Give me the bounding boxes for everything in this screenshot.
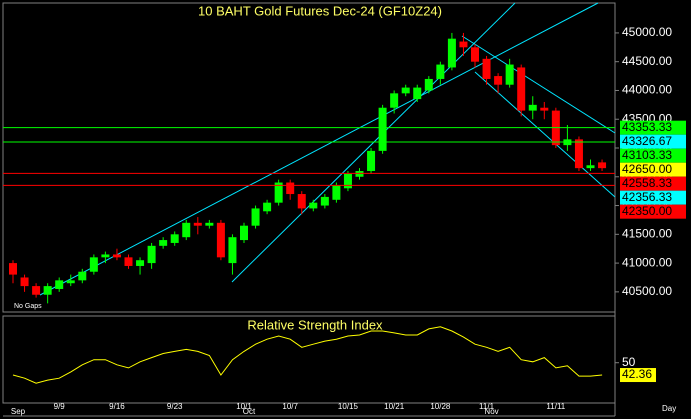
candle-body [205, 222, 214, 226]
candle-body [251, 208, 260, 226]
candle-body [390, 93, 399, 108]
price-level-label: 42356.33 [622, 190, 672, 204]
candle-body [343, 173, 352, 189]
candle-body [147, 245, 156, 264]
y-tick-label: 44000.00 [622, 83, 672, 97]
x-tick-label: 9/9 [54, 402, 66, 411]
candle-body [574, 139, 583, 169]
candle-body [332, 185, 341, 200]
candle-body [43, 286, 52, 295]
candle-body [20, 277, 29, 287]
price-level-box [620, 204, 686, 219]
candle-body [170, 234, 179, 243]
candle-body [505, 64, 514, 85]
candle-body [9, 263, 17, 275]
month-label: Nov [484, 407, 498, 416]
candle-body [517, 67, 526, 111]
x-tick-label: 10/15 [338, 402, 359, 411]
candle-body [66, 280, 75, 284]
rsi-value-label: 42.36 [622, 367, 652, 381]
candle-body [159, 240, 168, 246]
x-tick-label: 10/28 [430, 402, 451, 411]
candle-body [297, 194, 306, 209]
candle-body [124, 257, 133, 266]
candle-body [540, 107, 549, 111]
candle-body [459, 41, 468, 48]
candle-body [78, 271, 87, 281]
candle-body [89, 257, 98, 272]
candle-body [112, 254, 121, 258]
price-level-box [620, 148, 686, 163]
month-label: Oct [243, 407, 256, 416]
candle-body [528, 104, 537, 111]
x-tick-label: 10/7 [282, 402, 298, 411]
rsi-title: Relative Strength Index [247, 317, 383, 332]
candle-body [471, 47, 479, 62]
x-tick-label: 9/16 [109, 402, 125, 411]
y-tick-label: 45000.00 [622, 25, 672, 39]
candle-body [586, 165, 595, 169]
price-level-label: 43353.33 [622, 120, 672, 134]
x-tick-label: 11/1 [479, 402, 495, 411]
y-tick-label: 40500.00 [622, 284, 672, 298]
price-level-label: 42650.00 [622, 162, 672, 176]
price-level-label: 43326.67 [622, 134, 672, 148]
candle-body [193, 222, 202, 226]
trend-line [39, 2, 599, 296]
candle-body [367, 150, 376, 172]
x-tick-label: 11/11 [546, 402, 565, 411]
candle-body [320, 196, 329, 206]
candle-body [494, 76, 503, 85]
candle-body [240, 225, 248, 241]
candle-body [32, 286, 41, 295]
x-tick-label: 10/21 [384, 402, 405, 411]
candle-body [413, 87, 422, 100]
candle-body [598, 162, 607, 169]
candle-body [182, 222, 191, 238]
candle-body [424, 78, 433, 91]
candle-body [286, 182, 295, 195]
note: No Gaps [14, 303, 42, 310]
rsi-value-box [620, 368, 656, 383]
trend-line [461, 35, 616, 134]
candle-body [216, 222, 225, 258]
candle-body [263, 202, 272, 212]
y-tick-label: 50 [622, 355, 636, 369]
candle-body [447, 38, 456, 68]
candle-body [274, 182, 283, 203]
candle-body [228, 237, 237, 264]
month-label: Sep [11, 407, 26, 416]
candle-body [482, 58, 491, 79]
candle-body [101, 254, 110, 258]
candle-body [309, 202, 318, 209]
price-level-box [620, 120, 686, 135]
price-level-box [620, 162, 686, 177]
x-unit: Day [662, 404, 676, 413]
y-tick-label: 44500.00 [622, 54, 672, 68]
candle-body [436, 64, 445, 79]
price-level-label: 43103.33 [622, 148, 672, 162]
candle-body [136, 260, 145, 266]
x-tick-label: 9/23 [167, 402, 183, 411]
price-level-box [620, 190, 686, 205]
candle-body [401, 87, 410, 94]
rsi-line [12, 326, 603, 384]
price-level-label: 42350.00 [622, 204, 672, 218]
candle-body [55, 280, 64, 289]
price-level-box [620, 176, 686, 191]
chart-title: 10 BAHT Gold Futures Dec-24 (GF10Z24) [198, 3, 442, 18]
candle-body [378, 107, 387, 151]
y-tick-label: 41500.00 [622, 226, 672, 240]
y-tick-label: 41000.00 [622, 255, 672, 269]
price-level-box [620, 134, 686, 149]
price-level-label: 42558.33 [622, 176, 672, 190]
x-tick-label: 10/1 [236, 402, 252, 411]
